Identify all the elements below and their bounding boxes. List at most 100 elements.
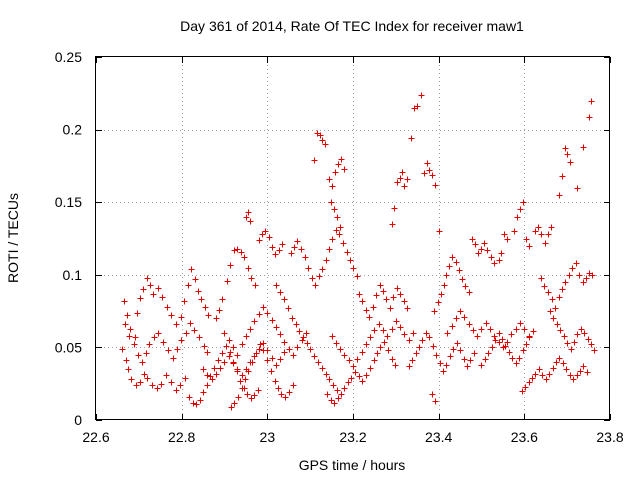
data-point: [586, 114, 593, 121]
data-point: [316, 273, 323, 280]
data-point: [574, 331, 581, 338]
data-point: [202, 304, 209, 311]
chart-title: Day 361 of 2014, Rate Of TEC Index for r…: [180, 18, 524, 34]
data-point: [545, 289, 552, 296]
data-point: [335, 395, 342, 402]
data-point: [252, 282, 259, 289]
data-point: [305, 265, 312, 272]
data-point: [574, 185, 581, 192]
data-point: [440, 368, 447, 375]
data-point: [140, 286, 147, 293]
data-point: [377, 282, 384, 289]
data-point: [390, 294, 397, 301]
data-point: [141, 371, 148, 378]
data-point: [209, 376, 216, 383]
data-point: [446, 263, 453, 270]
data-point: [234, 246, 241, 253]
data-point: [259, 231, 266, 238]
data-point: [311, 353, 318, 360]
data-point: [556, 355, 563, 362]
data-point: [198, 296, 205, 303]
data-point: [143, 350, 150, 357]
data-point: [294, 344, 301, 351]
data-point: [513, 326, 520, 333]
data-point: [576, 272, 583, 279]
data-point: [307, 346, 314, 353]
data-point: [144, 275, 151, 282]
data-point: [523, 236, 530, 243]
data-point: [366, 314, 373, 321]
y-tick-label: 0.25: [55, 49, 82, 65]
data-point: [226, 337, 233, 344]
data-point: [228, 404, 235, 411]
data-point: [571, 339, 578, 346]
data-point: [359, 298, 366, 305]
data-point: [523, 341, 530, 348]
data-point: [255, 387, 262, 394]
data-point: [367, 334, 374, 341]
data-point: [535, 224, 542, 231]
data-point: [559, 286, 566, 293]
data-point: [429, 172, 436, 179]
data-point: [430, 343, 437, 350]
data-point: [269, 355, 276, 362]
data-point: [397, 291, 404, 298]
data-point: [413, 350, 420, 357]
data-point: [513, 360, 520, 367]
data-point: [522, 384, 529, 391]
data-point: [573, 260, 580, 267]
data-point: [363, 307, 370, 314]
data-point: [466, 321, 473, 328]
data-point: [338, 391, 345, 398]
data-point: [223, 343, 230, 350]
data-point: [397, 175, 404, 182]
data-point: [416, 344, 423, 351]
data-point: [185, 282, 192, 289]
data-point: [561, 333, 568, 340]
data-point: [268, 368, 275, 375]
data-point: [492, 337, 499, 344]
data-point: [546, 371, 553, 378]
y-tick-labels: 0 0.05 0.1 0.15 0.2 0.25: [55, 49, 82, 428]
data-point: [508, 331, 515, 338]
data-point: [178, 314, 185, 321]
data-point: [163, 372, 170, 379]
data-point: [437, 360, 444, 367]
data-point: [491, 260, 498, 267]
data-point: [290, 352, 297, 359]
data-point: [139, 359, 146, 366]
data-point: [568, 346, 575, 353]
data-point: [315, 359, 322, 366]
data-point: [187, 320, 194, 327]
data-point: [520, 347, 527, 354]
data-point: [326, 176, 333, 183]
data-point: [545, 231, 552, 238]
data-point: [286, 389, 293, 396]
data-point: [173, 321, 180, 328]
data-point: [580, 144, 587, 151]
data-point: [404, 176, 411, 183]
data-point: [332, 169, 339, 176]
data-point: [469, 236, 476, 243]
data-point: [487, 326, 494, 333]
data-point: [146, 341, 153, 348]
data-point: [483, 320, 490, 327]
data-point: [341, 385, 348, 392]
y-tick-label: 0.1: [63, 267, 83, 283]
data-point: [311, 157, 318, 164]
data-point: [324, 391, 331, 398]
data-point: [245, 265, 252, 272]
data-point: [264, 357, 271, 364]
data-point: [433, 352, 440, 359]
data-point: [245, 209, 252, 216]
data-point: [478, 246, 485, 253]
data-point: [300, 334, 307, 341]
data-point: [128, 376, 135, 383]
data-point: [484, 247, 491, 254]
data-point: [322, 141, 329, 148]
data-point: [491, 333, 498, 340]
data-point: [423, 330, 430, 337]
data-point: [201, 343, 208, 350]
data-point: [370, 304, 377, 311]
